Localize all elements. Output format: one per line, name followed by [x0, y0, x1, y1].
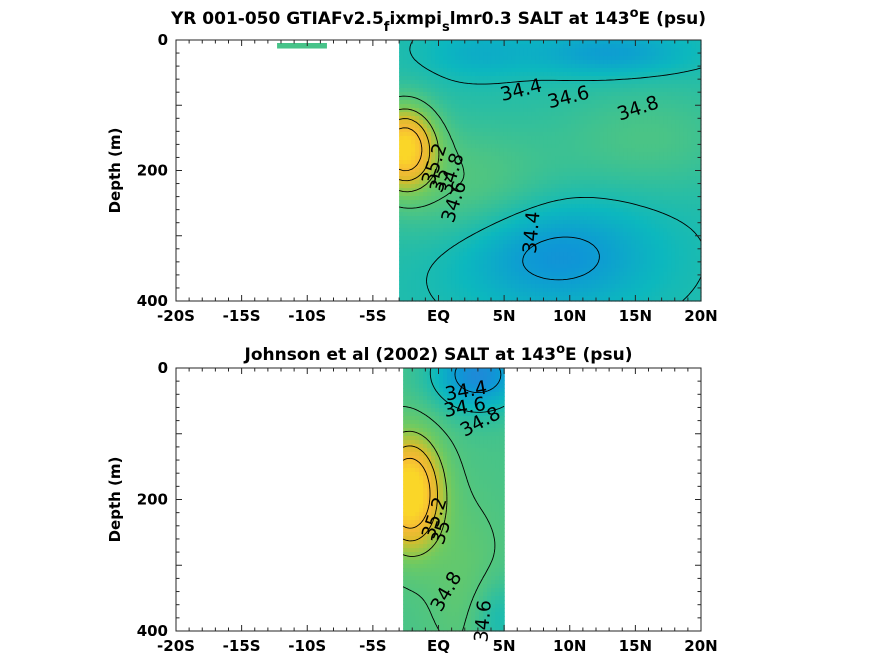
x-tick-label: -10S	[288, 307, 326, 325]
contour-line	[454, 367, 502, 394]
title-part: ixmpi	[389, 9, 442, 29]
contour-label: 34.4	[519, 210, 545, 254]
x-tick-label: 5N	[493, 637, 516, 655]
salinity-field	[399, 40, 702, 302]
x-tick-label: EQ	[427, 307, 450, 325]
contour-line	[399, 95, 465, 209]
y-tick-label: 200	[137, 491, 168, 509]
x-tick-label: -15S	[223, 637, 261, 655]
contour-label: 34.6	[470, 599, 496, 643]
y-tick-label: 400	[137, 292, 168, 310]
contour-line	[398, 118, 431, 182]
contour-line	[402, 430, 448, 557]
y-tick-label: 400	[137, 622, 168, 640]
contour-line	[402, 445, 438, 542]
contour-lines	[402, 367, 505, 632]
title-part: s	[442, 20, 450, 35]
title-part: o	[630, 6, 639, 21]
x-tick-label: -5S	[359, 637, 386, 655]
x-tick-label: -5S	[359, 307, 386, 325]
title-part: f	[384, 20, 390, 35]
x-tick-label: 15N	[619, 307, 652, 325]
x-tick-label: -10S	[288, 637, 326, 655]
x-tick-label: 15N	[619, 637, 652, 655]
x-tick-label: 5N	[493, 307, 516, 325]
chart-title: YR 001-050 GTIAFv2.5fixmpislmr0.3 SALT a…	[170, 6, 706, 35]
title-part: lmr0.3 SALT at 143	[450, 9, 630, 29]
title-part: YR 001-050 GTIAFv2.5	[170, 9, 384, 29]
contour-line	[398, 108, 440, 193]
x-tick-label: 10N	[553, 637, 586, 655]
y-axis-label: Depth (m)	[106, 457, 124, 543]
contour-line	[429, 367, 505, 413]
y-tick-label: 200	[137, 162, 168, 180]
x-tick-label: EQ	[427, 637, 450, 655]
title-part: E (psu)	[639, 9, 706, 29]
y-tick-label: 0	[158, 359, 168, 377]
x-tick-label: 10N	[553, 307, 586, 325]
x-tick-label: 20N	[684, 637, 717, 655]
contour-line	[402, 457, 431, 529]
contour-line	[402, 406, 496, 632]
title-part: E (psu)	[565, 345, 632, 365]
title-part: o	[556, 342, 565, 357]
chart-title: Johnson et al (2002) SALT at 143oE (psu)	[244, 342, 633, 365]
y-axis-label: Depth (m)	[106, 128, 124, 214]
contour-line	[522, 236, 600, 281]
y-tick-label: 0	[158, 31, 168, 49]
x-tick-label: -15S	[223, 307, 261, 325]
contour-line	[398, 127, 423, 172]
x-tick-label: 20N	[684, 307, 717, 325]
x-tick-label: -20S	[157, 637, 195, 655]
title-part: Johnson et al (2002) SALT at 143	[244, 345, 557, 365]
x-tick-label: -20S	[157, 307, 195, 325]
surface-patch	[277, 43, 327, 49]
